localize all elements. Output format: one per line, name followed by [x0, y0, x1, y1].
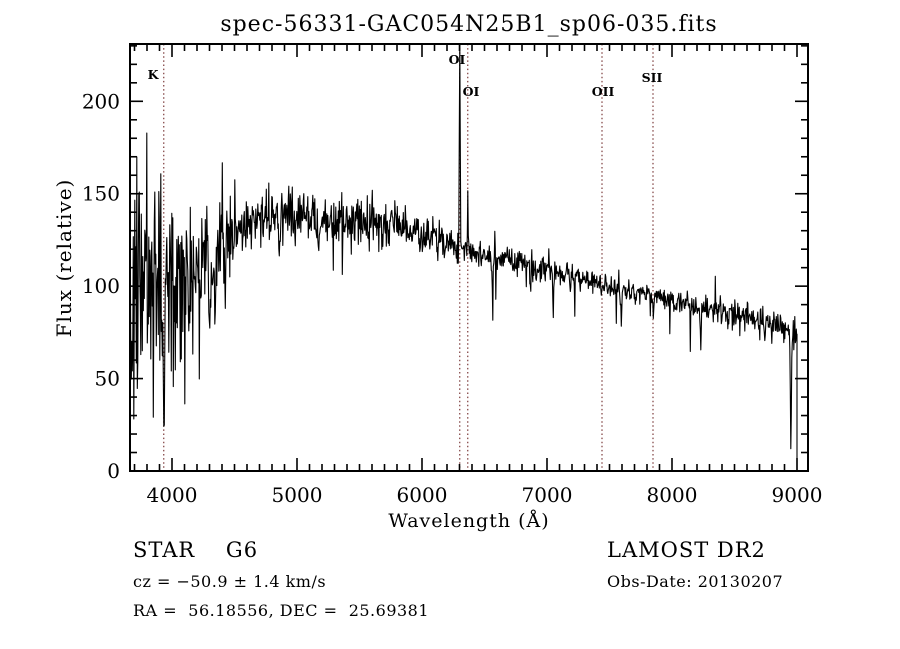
x-tick-label: 9000: [772, 483, 823, 507]
line-label-oi: OI: [463, 84, 480, 99]
axis-ticks: [130, 44, 808, 472]
ra-dec-text: RA = 56.18556, DEC = 25.69381: [133, 601, 430, 620]
line-label-k: K: [148, 67, 160, 82]
y-tick-labels: 0 50 100 150 200: [82, 89, 120, 483]
line-label-sii: SII: [642, 70, 663, 85]
plot-title: spec-56331-GAC054N25B1_sp06-035.fits: [220, 12, 718, 37]
x-tick-label: 5000: [272, 483, 323, 507]
x-axis-label: Wavelength (Å): [388, 510, 550, 532]
line-label-oi: OI: [449, 52, 466, 67]
x-tick-label: 7000: [522, 483, 573, 507]
spectral-line-labels: K OI OI OII SII: [148, 52, 663, 99]
plot-frame: [129, 43, 809, 472]
y-tick-label: 200: [82, 89, 120, 113]
spectral-line-markers: [163, 44, 654, 471]
obs-date-text: Obs-Date: 20130207: [607, 572, 784, 591]
spectrum-trace: [130, 44, 798, 471]
line-label-oii: OII: [592, 84, 615, 99]
x-tick-label: 4000: [147, 483, 198, 507]
x-tick-label: 6000: [397, 483, 448, 507]
y-tick-label: 0: [107, 459, 120, 483]
cz-velocity-text: cz = −50.9 ± 1.4 km/s: [133, 572, 327, 591]
y-tick-label: 50: [95, 367, 120, 391]
x-tick-labels: 4000 5000 6000 7000 8000 9000: [147, 483, 823, 507]
object-class-text: STAR G6: [133, 538, 259, 562]
y-tick-label: 100: [82, 274, 120, 298]
y-axis-label: Flux (relative): [52, 178, 76, 338]
x-tick-label: 8000: [647, 483, 698, 507]
survey-name-text: LAMOST DR2: [607, 538, 766, 562]
y-tick-label: 150: [82, 182, 120, 206]
